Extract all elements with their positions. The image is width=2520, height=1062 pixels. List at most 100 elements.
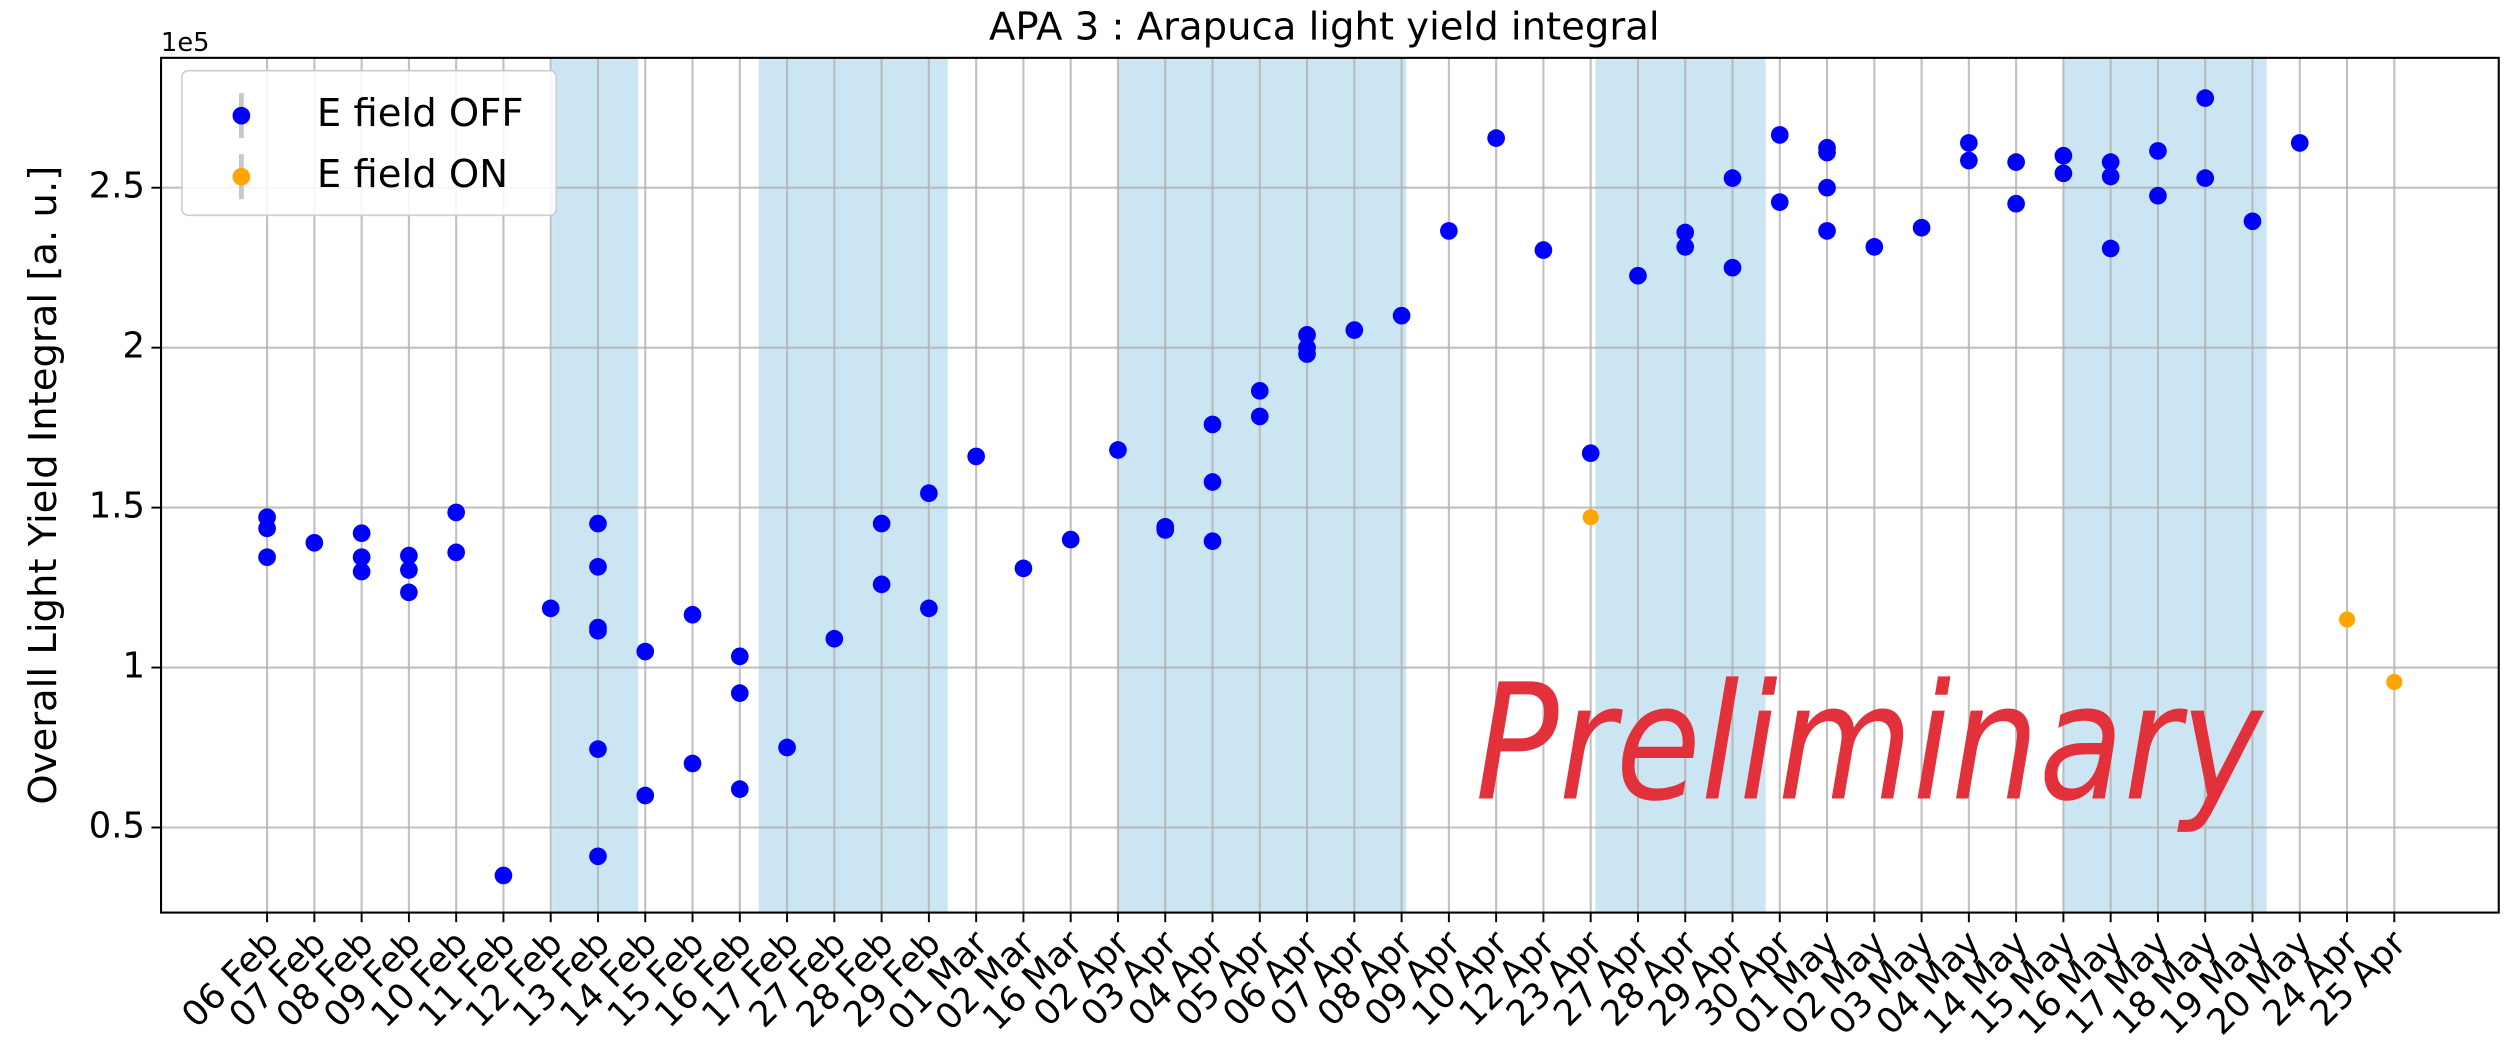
data-point bbox=[1723, 258, 1742, 277]
data-point bbox=[1676, 238, 1695, 256]
data-point bbox=[258, 548, 276, 567]
data-point bbox=[1534, 241, 1553, 259]
data-point bbox=[589, 847, 607, 866]
data-point bbox=[2290, 134, 2309, 152]
data-point bbox=[967, 447, 985, 466]
data-point bbox=[1203, 532, 1222, 551]
data-point bbox=[2101, 167, 2120, 186]
data-point bbox=[1960, 151, 1978, 170]
data-point bbox=[920, 484, 938, 503]
data-point bbox=[447, 503, 466, 522]
data-point bbox=[1770, 193, 1789, 211]
data-point bbox=[589, 621, 607, 640]
data-point bbox=[494, 866, 513, 885]
data-point bbox=[447, 543, 466, 562]
data-point bbox=[730, 684, 749, 702]
data-point bbox=[1770, 126, 1789, 144]
data-point bbox=[2101, 239, 2120, 258]
data-point bbox=[1203, 415, 1222, 434]
data-point bbox=[1298, 345, 1316, 363]
data-point bbox=[636, 642, 655, 661]
data-point bbox=[2149, 142, 2167, 160]
data-point bbox=[1440, 222, 1458, 240]
data-point bbox=[2054, 164, 2073, 183]
data-point bbox=[2196, 89, 2215, 107]
data-point bbox=[2149, 186, 2167, 205]
chart-title: APA 3 : Arapuca light yield integral bbox=[989, 4, 1660, 49]
data-point bbox=[1203, 473, 1222, 491]
plot-frame bbox=[160, 56, 2500, 914]
data-point bbox=[636, 786, 655, 805]
y-tick-label: 2 bbox=[122, 326, 144, 367]
data-point bbox=[352, 524, 371, 543]
data-point bbox=[1723, 169, 1742, 187]
data-point bbox=[2007, 153, 2025, 171]
annotation: Preliminary bbox=[1475, 650, 2264, 837]
shaded-span bbox=[1117, 57, 1407, 913]
data-point bbox=[920, 599, 938, 618]
data-point bbox=[400, 583, 418, 602]
data-point bbox=[1250, 382, 1269, 400]
data-point bbox=[305, 533, 324, 552]
data-point bbox=[1629, 266, 1647, 285]
y-tick-label: 0.5 bbox=[89, 805, 145, 846]
legend-label: E field ON bbox=[317, 152, 508, 197]
data-point bbox=[258, 519, 276, 538]
data-point bbox=[872, 514, 891, 533]
data-point bbox=[2101, 153, 2120, 171]
shaded-span bbox=[758, 57, 948, 913]
legend-marker bbox=[232, 106, 251, 125]
data-point bbox=[541, 599, 560, 618]
data-point bbox=[1581, 444, 1600, 463]
data-point bbox=[1818, 143, 1836, 162]
shaded-span bbox=[552, 57, 639, 913]
data-point bbox=[1156, 521, 1175, 539]
data-point bbox=[2196, 169, 2215, 187]
data-point bbox=[2386, 673, 2403, 690]
data-point bbox=[778, 738, 796, 757]
data-point bbox=[730, 780, 749, 798]
data-point bbox=[400, 561, 418, 579]
data-point bbox=[589, 514, 607, 533]
data-point bbox=[1298, 326, 1316, 344]
data-point bbox=[825, 629, 844, 648]
data-point bbox=[352, 548, 371, 567]
data-point bbox=[1960, 134, 1978, 152]
data-point bbox=[352, 562, 371, 581]
data-point bbox=[1250, 407, 1269, 426]
data-point bbox=[1487, 129, 1505, 147]
legend-box bbox=[181, 69, 558, 217]
data-point bbox=[2054, 146, 2073, 165]
data-point bbox=[400, 546, 418, 565]
y-offset-text: 1e5 bbox=[161, 28, 210, 58]
shaded-span bbox=[1595, 57, 1766, 913]
data-point bbox=[589, 557, 607, 576]
data-point bbox=[683, 754, 702, 773]
legend-marker bbox=[232, 167, 251, 186]
y-tick-label: 1.5 bbox=[89, 486, 145, 527]
data-point bbox=[1818, 178, 1836, 197]
data-point bbox=[1582, 509, 1599, 526]
legend: E field OFF E field ON bbox=[181, 69, 558, 217]
data-point bbox=[2243, 212, 2262, 231]
data-point bbox=[730, 647, 749, 666]
y-axis-label: Overall Light Yield Integral [a. u.] bbox=[21, 166, 66, 805]
data-point bbox=[872, 575, 891, 594]
data-point bbox=[1392, 306, 1411, 325]
data-point bbox=[1818, 222, 1836, 240]
data-point bbox=[1912, 218, 1931, 237]
data-point bbox=[589, 740, 607, 758]
data-point bbox=[1061, 530, 1080, 549]
data-point bbox=[1109, 441, 1127, 459]
legend-label: E field OFF bbox=[317, 91, 524, 136]
data-point bbox=[1676, 223, 1695, 242]
data-point bbox=[1345, 321, 1364, 339]
data-point bbox=[1865, 238, 1884, 256]
data-point bbox=[683, 605, 702, 624]
data-point bbox=[1014, 559, 1033, 578]
data-point bbox=[2007, 194, 2025, 213]
data-point bbox=[2338, 611, 2356, 628]
y-tick-label: 2.5 bbox=[89, 166, 145, 207]
